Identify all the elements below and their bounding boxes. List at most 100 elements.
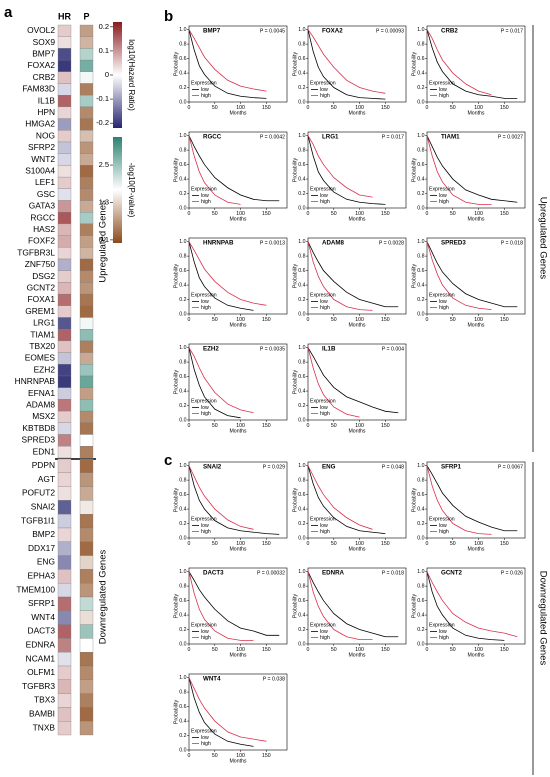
p-cell	[79, 247, 94, 260]
legend-label: low	[201, 629, 209, 635]
hr-cell	[57, 188, 72, 201]
y-tick-label: 0.4	[179, 282, 186, 288]
hr-cell	[57, 410, 72, 423]
x-tick-label: 150	[262, 211, 271, 217]
x-tick-label: 150	[381, 211, 390, 217]
p-cell	[79, 305, 94, 318]
y-tick-label: 1.0	[417, 463, 424, 469]
y-tick-label: 0.8	[179, 147, 186, 153]
y-tick-label: 0.2	[417, 85, 424, 91]
hr-cell	[57, 458, 72, 473]
y-tick-label: 0.2	[298, 85, 305, 91]
hr-cell	[57, 270, 72, 283]
y-tick-label: 0.2	[298, 521, 305, 527]
y-tick-label: 1.0	[179, 569, 186, 575]
gene-label: TMEM100	[16, 584, 55, 594]
x-tick-label: 100	[355, 647, 364, 653]
x-tick-label: 50	[331, 647, 337, 653]
hr-cell	[57, 583, 72, 598]
survival-curve	[188, 29, 267, 92]
plot-title: SFRP1	[441, 464, 462, 471]
legend-label: high	[320, 635, 330, 641]
x-tick-label: 0	[188, 541, 191, 547]
x-axis-label: Months	[467, 110, 484, 116]
y-tick-label: 0.8	[179, 41, 186, 47]
y-axis-label: Probability	[173, 263, 179, 288]
x-tick-label: 50	[212, 541, 218, 547]
p-cell	[79, 665, 94, 680]
x-axis-label: Months	[348, 110, 365, 116]
hr-cell	[57, 130, 72, 143]
panel-label: a	[4, 4, 13, 21]
legend-label: low	[201, 405, 209, 411]
legend-label: low	[201, 299, 209, 305]
x-tick-label: 0	[188, 317, 191, 323]
survival-curve	[307, 465, 386, 535]
y-tick-label: 1.0	[417, 239, 424, 245]
x-tick-label: 0	[426, 211, 429, 217]
y-axis-label: Probability	[292, 369, 298, 394]
legend-title: Expression	[191, 516, 217, 522]
p-value: P = 0.0042	[260, 134, 285, 140]
x-tick-label: 100	[236, 211, 245, 217]
y-tick-label: 0.8	[417, 253, 424, 259]
hr-cell	[57, 472, 72, 487]
gene-label: MSX2	[32, 411, 55, 421]
survival-curve	[188, 241, 267, 306]
p-value: P = 0.0027	[498, 134, 523, 140]
survival-curve	[426, 29, 492, 96]
y-tick-label: 1.0	[179, 463, 186, 469]
x-tick-label: 50	[212, 753, 218, 759]
plot-title: BMP7	[203, 28, 221, 35]
hr-cell	[57, 118, 72, 131]
x-tick-label: 100	[236, 647, 245, 653]
x-tick-label: 50	[450, 211, 456, 217]
p-cell	[79, 569, 94, 584]
survival-curve	[426, 465, 518, 532]
y-tick-label: 0.8	[298, 583, 305, 589]
p-value: P = 0.038	[263, 676, 285, 682]
legend-title: Expression	[191, 398, 217, 404]
legend-title: Expression	[429, 292, 455, 298]
p-cell	[79, 410, 94, 423]
hr-cell	[57, 71, 72, 84]
p-cell	[79, 458, 94, 473]
hr-cell	[57, 652, 72, 667]
p-value: P = 0.0028	[379, 240, 404, 246]
plot-title: IL1B	[322, 346, 336, 353]
hr-cell	[57, 305, 72, 318]
x-tick-label: 50	[212, 317, 218, 323]
p-cell	[79, 153, 94, 166]
plot-title: ADAM8	[322, 240, 345, 247]
y-tick-label: 0.0	[179, 747, 186, 753]
gene-label: ADAM8	[26, 399, 55, 409]
hr-cell	[57, 36, 72, 49]
gene-label: TBX20	[29, 341, 55, 351]
legend-label: high	[320, 199, 330, 205]
y-tick-label: 1.0	[417, 569, 424, 575]
y-tick-label: 0.2	[298, 627, 305, 633]
gene-label: EPHA3	[28, 571, 56, 581]
y-tick-label: 1.0	[298, 133, 305, 139]
p-cell	[79, 707, 94, 722]
hr-cell	[57, 212, 72, 225]
p-cell	[79, 679, 94, 694]
y-tick-label: 0.0	[417, 641, 424, 647]
y-tick-label: 0.4	[179, 718, 186, 724]
gene-label: EDN1	[33, 446, 56, 456]
x-tick-label: 0	[188, 211, 191, 217]
survival-curve	[307, 29, 386, 100]
p-cell	[79, 223, 94, 236]
y-tick-label: 1.0	[298, 345, 305, 351]
legend-label: low	[320, 523, 328, 529]
gene-label: EOMES	[25, 353, 56, 363]
hr-cell	[57, 693, 72, 708]
p-cell	[79, 693, 94, 708]
gene-label: BAMBI	[29, 709, 55, 719]
legend-label: high	[201, 635, 211, 641]
y-tick-label: 0.4	[298, 70, 305, 76]
legend-label: low	[439, 629, 447, 635]
p-cell	[79, 500, 94, 515]
y-tick-label: 0.6	[179, 162, 186, 168]
